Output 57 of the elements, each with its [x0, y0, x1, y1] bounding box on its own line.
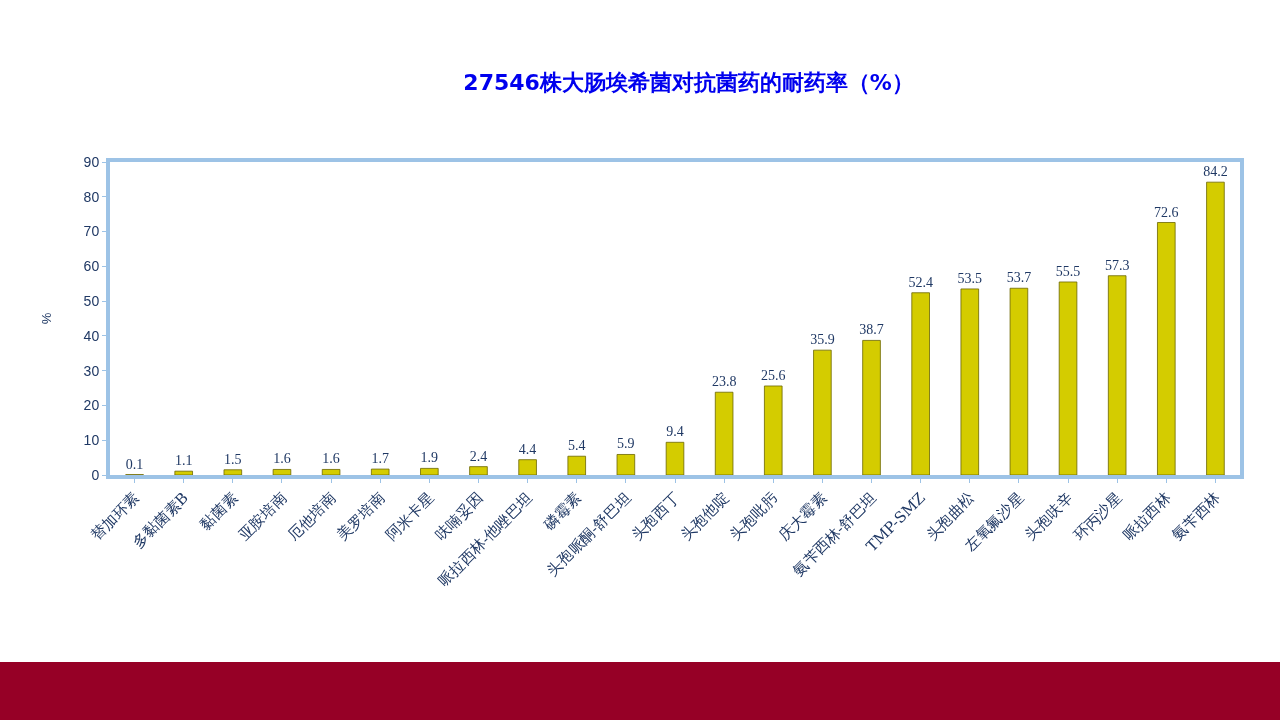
- data-label: 1.6: [273, 451, 291, 467]
- data-label: 57.3: [1104, 257, 1130, 273]
- bar: [862, 340, 881, 475]
- y-tick-label: 70: [83, 223, 100, 240]
- data-label: 25.6: [761, 367, 786, 383]
- bar: [1058, 281, 1078, 475]
- bar: [469, 466, 488, 475]
- data-label: 1.7: [371, 451, 389, 467]
- bar: [370, 468, 390, 475]
- bar: [272, 469, 292, 475]
- data-label: 1.5: [224, 451, 242, 467]
- data-label: 5.9: [617, 436, 635, 452]
- bar: [518, 459, 537, 475]
- data-label: 1.9: [420, 450, 439, 466]
- data-label: 53.5: [957, 270, 983, 286]
- y-tick-label: 80: [83, 188, 100, 205]
- y-tick-label: 30: [83, 362, 100, 379]
- bar: [1206, 181, 1225, 475]
- data-label: 0.1: [125, 456, 144, 472]
- data-label: 35.9: [810, 332, 835, 348]
- bar: [960, 288, 980, 475]
- data-label: 1.1: [174, 453, 193, 469]
- y-tick-label: 40: [83, 327, 100, 344]
- data-label: 38.7: [859, 322, 884, 338]
- y-tick-label: 0: [91, 466, 100, 483]
- bar: [420, 467, 439, 475]
- data-label: 53.7: [1006, 270, 1032, 286]
- y-tick-label: 90: [83, 153, 100, 170]
- bar: [567, 455, 586, 475]
- bar: [223, 469, 243, 475]
- data-label: 72.6: [1154, 204, 1179, 220]
- bar: [714, 391, 734, 475]
- y-tick-label: 20: [83, 397, 100, 414]
- bar: [1009, 287, 1029, 475]
- chart-title: 27546株大肠埃希菌对抗菌药的耐药率（%）: [463, 70, 914, 96]
- bar: [174, 470, 193, 475]
- bar: [764, 385, 783, 475]
- data-label: 84.2: [1203, 164, 1228, 180]
- data-label: 9.4: [666, 424, 684, 440]
- bar: [1157, 222, 1176, 475]
- bar: [1107, 275, 1127, 475]
- bar: [911, 292, 930, 475]
- y-tick-label: 10: [83, 432, 100, 449]
- bar: [321, 469, 341, 475]
- data-label: 2.4: [469, 448, 488, 464]
- data-label: 23.8: [711, 374, 737, 390]
- bar: [813, 349, 832, 475]
- data-label: 1.6: [322, 451, 340, 467]
- data-label: 52.4: [908, 274, 933, 290]
- y-tick-label: 50: [83, 293, 100, 310]
- y-axis-title: %: [39, 312, 55, 325]
- data-label: 5.4: [567, 438, 586, 454]
- y-tick-label: 60: [83, 258, 100, 275]
- data-label: 4.4: [518, 441, 537, 457]
- data-label: 55.5: [1055, 263, 1081, 279]
- bar: [616, 454, 636, 475]
- bar: [665, 441, 685, 475]
